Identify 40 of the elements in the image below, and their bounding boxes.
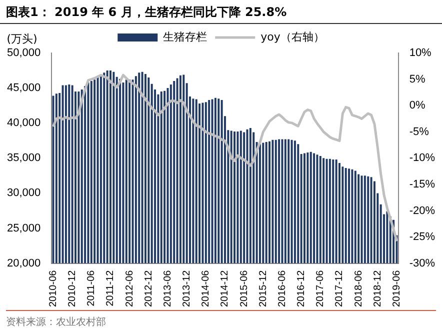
y-axis-title: (万头): [6, 32, 38, 46]
x-tick-label: 2013-06: [162, 270, 174, 308]
x-tick-label: 2011-06: [86, 270, 98, 306]
x-tick-label: 2010-12: [67, 270, 78, 308]
x-tick-label: 2018-12: [372, 270, 384, 308]
x-tick-label: 2012-12: [143, 270, 154, 308]
x-tick-label: 2015-06: [238, 270, 250, 308]
text: 资料来源：农业农村部: [6, 310, 436, 331]
x-tick-label: 2010-06: [48, 270, 59, 308]
y2-tick-label: 0%: [409, 100, 426, 112]
y-tick-label: 40,000: [6, 117, 41, 130]
x-tick-label: 2014-12: [220, 270, 231, 308]
y2-tick-label: -20%: [409, 204, 436, 217]
y2-tick-label: -15%: [409, 178, 436, 190]
x-tick-label: 2011-12: [105, 270, 116, 306]
legend-label: yoy（右轴）: [260, 30, 324, 44]
y2-tick-label: -5%: [409, 126, 430, 138]
x-tick-label: 2013-12: [182, 270, 193, 308]
x-tick-label: 2017-06: [315, 270, 326, 308]
x-tick-label: 2012-06: [124, 270, 136, 308]
y-tick-label: 45,000: [6, 82, 41, 94]
y2-tick-label: -30%: [409, 257, 436, 270]
y-tick-label: 20,000: [6, 257, 41, 270]
y-tick-label: 30,000: [6, 187, 41, 200]
y-tick-label: 50,000: [6, 47, 41, 60]
x-tick-label: 2014-06: [200, 270, 212, 308]
legend-label: 生猪存栏: [163, 30, 208, 44]
x-tick-label: 2019-06: [391, 270, 402, 308]
y2-tick-label: 5%: [409, 73, 426, 86]
chart-title: 图表1： 2019 年 6 月，生猪存栏同比下降 25.8%: [0, 0, 442, 24]
y-tick-label: 25,000: [6, 222, 41, 234]
x-tick-label: 2016-12: [296, 270, 308, 308]
x-tick-label: 2015-12: [258, 270, 269, 308]
x-tick-label: 2017-12: [334, 270, 346, 308]
y2-tick-label: -25%: [409, 231, 436, 244]
y2-tick-label: -10%: [409, 152, 436, 164]
y2-tick-label: 10%: [409, 47, 432, 60]
y-tick-label: 35,000: [6, 152, 41, 164]
x-tick-label: 2018-06: [353, 270, 364, 308]
x-tick-label: 2016-06: [276, 270, 288, 308]
